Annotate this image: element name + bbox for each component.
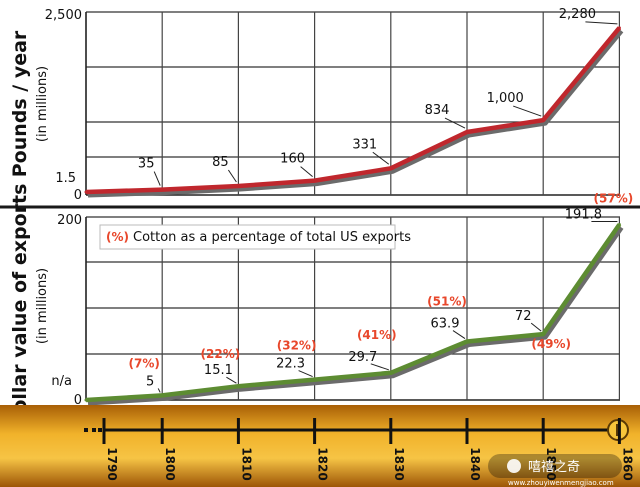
top-ytick-min-value: 1.5 <box>55 171 76 186</box>
timeline-dash <box>84 428 102 432</box>
pounds-data-label: 85 <box>212 155 229 170</box>
pounds-point <box>84 190 88 194</box>
exports-leader-line <box>226 376 237 384</box>
timeline-year-label: 1810 <box>239 447 253 480</box>
pounds-leader-line <box>227 169 237 183</box>
pounds-data-label: 160 <box>280 152 305 167</box>
pounds-data-label: 35 <box>138 157 155 172</box>
exports-data-label: 22.3 <box>276 357 305 372</box>
pounds-line <box>85 26 622 195</box>
exports-point <box>465 340 469 344</box>
top-ytick-max: 2,500 <box>45 8 82 23</box>
watermark: 嘻禧之奇 www.zhouyiwenmengjiao.com <box>488 454 622 487</box>
top-gridlines <box>86 11 621 196</box>
exports-point <box>84 398 88 402</box>
bottom-ylabel-sub: (in millions) <box>35 268 50 344</box>
watermark-pill <box>488 454 622 478</box>
pounds-data-label: 331 <box>352 137 377 152</box>
exports-data-label: 63.9 <box>431 317 460 332</box>
pounds-point <box>160 188 164 192</box>
top-series <box>84 26 624 198</box>
top-data-labels: 35 85 160 331 834 1,000 2,280 <box>138 7 618 186</box>
exports-data-label: 15.1 <box>204 363 233 378</box>
exports-leader-line <box>298 370 313 378</box>
pounds-data-label: 1,000 <box>487 91 524 106</box>
timeline-year-label: 1800 <box>163 447 177 480</box>
pounds-point <box>389 166 393 170</box>
exports-leader-line <box>530 322 542 332</box>
bottom-ytick-na: n/a <box>51 374 72 389</box>
timeline-year-label: 1790 <box>105 447 119 480</box>
exports-leader-line <box>452 330 466 339</box>
exports-point <box>313 378 317 382</box>
timeline-dot <box>84 428 88 432</box>
export-share-label: (49%) <box>531 337 571 351</box>
exports-point <box>160 393 164 397</box>
exports-data-label: 29.7 <box>348 350 377 365</box>
timeline-year-label: 1830 <box>392 447 406 480</box>
top-plot-area <box>86 12 620 195</box>
watermark-url: www.zhouyiwenmengjiao.com <box>508 479 614 487</box>
pounds-point <box>617 26 621 30</box>
pounds-leader-line <box>372 151 390 165</box>
export-share-label: (32%) <box>277 339 317 353</box>
export-share-label: (57%) <box>594 192 634 206</box>
legend: (%) Cotton as a percentage of total US e… <box>99 224 411 250</box>
timeline-dot <box>98 428 102 432</box>
bottom-y-axis-title: Dollar value of exports (in millions) <box>9 184 50 429</box>
exports-line <box>85 223 622 403</box>
exports-point <box>541 332 545 336</box>
exports-point <box>617 223 621 227</box>
pounds-data-label: 834 <box>425 103 450 118</box>
exports-point <box>389 371 393 375</box>
timeline-years: 1790 1800 1810 1820 1830 1840 1850 1860 <box>102 418 634 481</box>
pounds-point <box>236 184 240 188</box>
bottom-ylabel: Dollar value of exports <box>9 184 31 429</box>
watermark-text: 嘻禧之奇 <box>528 459 580 475</box>
exports-data-label: 191.8 <box>565 208 602 223</box>
exports-data-label: 72 <box>515 309 532 324</box>
exports-data-label: 5 <box>146 374 154 389</box>
timeline-year-label: 1860 <box>620 447 634 480</box>
bottom-series <box>84 223 624 406</box>
export-share-label: (51%) <box>427 295 467 309</box>
bottom-data-labels: 5 15.1 22.3 29.7 63.9 72 191.8 (7%) (22%) (32%) (4… <box>129 192 634 393</box>
bottom-gridlines <box>86 216 621 401</box>
top-ylabel: Pounds / year <box>9 30 31 177</box>
pounds-line-shadow <box>87 29 624 198</box>
export-share-label: (7%) <box>129 356 160 370</box>
pounds-point <box>541 118 545 122</box>
top-ylabel-sub: (in millions) <box>35 66 50 142</box>
wechat-icon <box>507 459 521 473</box>
bottom-ytick-zero: 0 <box>74 393 82 408</box>
timeline-year-label: 1850 <box>544 447 558 480</box>
exports-leader-line <box>370 363 389 371</box>
timeline-bar <box>0 405 640 487</box>
pounds-leader-line <box>444 117 466 129</box>
top-y-axis-title: Pounds / year (in millions) <box>9 30 50 177</box>
timeline-dot <box>92 428 96 432</box>
pounds-point <box>313 179 317 183</box>
export-share-label: (22%) <box>201 347 241 361</box>
timeline-year-label: 1820 <box>316 447 330 480</box>
exports-line-shadow <box>87 226 624 406</box>
pounds-leader-line <box>513 105 542 117</box>
pounds-leader-line <box>585 21 618 25</box>
exports-leader-line <box>157 388 161 393</box>
bottom-ytick-max: 200 <box>57 213 82 228</box>
pounds-point <box>465 130 469 134</box>
legend-box <box>99 224 396 250</box>
legend-text: Cotton as a percentage of total US expor… <box>133 230 411 245</box>
pounds-data-label: 2,280 <box>559 7 596 22</box>
legend-marker: (%) <box>106 230 129 244</box>
exports-point <box>236 384 240 388</box>
pounds-leader-line <box>300 166 313 177</box>
top-ytick-zero: 0 <box>74 188 82 203</box>
export-share-label: (41%) <box>357 328 397 342</box>
timeline-year-label: 1840 <box>468 447 482 480</box>
pounds-leader-line <box>153 171 161 186</box>
